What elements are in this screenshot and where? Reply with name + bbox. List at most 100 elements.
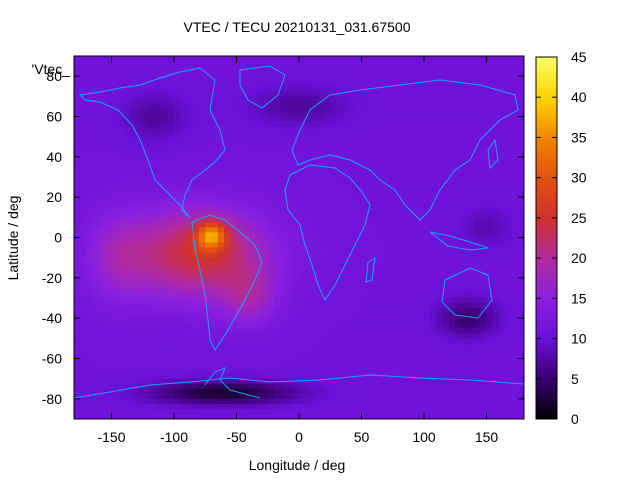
heat-cell — [374, 227, 381, 234]
heat-cell — [99, 373, 106, 380]
heat-cell — [430, 308, 438, 314]
heat-cell — [136, 368, 144, 375]
heat-cell — [405, 217, 413, 223]
heat-cell — [186, 207, 194, 213]
heat-cell — [155, 303, 163, 309]
heat-cell — [305, 116, 313, 123]
heat-cell — [86, 227, 94, 234]
heat-cell — [505, 323, 513, 329]
heat-cell — [261, 328, 269, 334]
heat-cell — [455, 277, 463, 284]
heat-cell — [442, 267, 450, 274]
heat-cell — [405, 298, 413, 304]
heat-cell — [92, 267, 100, 274]
heat-cell — [167, 71, 175, 77]
heat-cell — [130, 373, 138, 380]
heat-cell — [449, 398, 456, 405]
heat-cell — [311, 166, 319, 173]
heat-cell — [86, 257, 94, 264]
heat-cell — [449, 222, 456, 229]
heat-cell — [99, 171, 106, 178]
heat-cell — [267, 192, 275, 198]
heat-cell — [136, 403, 144, 410]
heat-cell — [124, 292, 131, 299]
heat-cell — [455, 136, 463, 143]
heat-cell — [74, 212, 81, 218]
heat-cell — [442, 56, 450, 62]
heat-cell — [292, 298, 300, 304]
heat-cell — [480, 333, 488, 339]
heat-cell — [411, 333, 419, 339]
heat-cell — [174, 403, 181, 410]
heat-cell — [461, 333, 469, 339]
heat-cell — [311, 111, 319, 118]
heat-cell — [136, 141, 144, 148]
heat-cell — [261, 373, 269, 380]
heat-cell — [242, 171, 250, 178]
heat-cell — [211, 187, 219, 193]
heat-cell — [155, 136, 163, 143]
heat-cell — [130, 277, 138, 284]
heat-cell — [492, 182, 500, 188]
heat-cell — [349, 303, 356, 309]
heat-cell — [224, 86, 231, 92]
heat-cell — [136, 61, 144, 67]
heat-cell — [149, 323, 156, 329]
heat-cell — [161, 136, 169, 143]
heat-cell — [180, 358, 188, 365]
heat-cell — [405, 182, 413, 188]
heat-cell — [317, 116, 325, 123]
heat-cell — [324, 393, 331, 400]
heat-cell — [236, 182, 244, 188]
heat-cell — [336, 378, 344, 385]
heat-cell — [317, 136, 325, 143]
heat-cell — [292, 101, 300, 108]
heat-cell — [292, 86, 300, 92]
heat-cell — [142, 277, 150, 284]
heat-cell — [249, 156, 256, 163]
heat-cell — [92, 323, 100, 329]
heat-cell — [480, 388, 488, 395]
heat-cell — [424, 252, 431, 259]
heat-cell — [242, 126, 250, 133]
heat-cell — [424, 227, 431, 234]
heat-cell — [86, 287, 94, 294]
heat-cell — [392, 217, 400, 223]
heat-cell — [142, 232, 150, 239]
heat-cell — [442, 323, 450, 329]
heat-cell — [74, 71, 81, 77]
heat-cell — [374, 287, 381, 294]
heat-cell — [361, 81, 369, 87]
heat-cell — [174, 282, 181, 289]
heat-cell — [111, 141, 119, 148]
heat-cell — [436, 71, 444, 77]
heat-cell — [405, 197, 413, 203]
heat-cell — [467, 308, 475, 314]
heat-cell — [449, 267, 456, 274]
heat-cell — [467, 76, 475, 82]
heat-cell — [80, 81, 88, 87]
heat-cell — [467, 217, 475, 223]
heat-cell — [186, 61, 194, 67]
heat-cell — [111, 101, 119, 108]
heat-cell — [117, 76, 125, 82]
heat-cell — [280, 338, 288, 344]
heat-cell — [192, 71, 200, 77]
heat-cell — [186, 177, 194, 183]
heat-cell — [405, 247, 413, 254]
heat-cell — [499, 141, 506, 148]
heat-cell — [105, 66, 113, 72]
heat-cell — [74, 136, 81, 143]
heat-cell — [449, 212, 456, 218]
heat-cell — [280, 101, 288, 108]
heat-cell — [342, 313, 350, 319]
heat-cell — [192, 368, 200, 375]
heat-cell — [249, 101, 256, 108]
heat-cell — [205, 202, 213, 208]
heat-cell — [361, 298, 369, 304]
heat-cell — [205, 156, 213, 163]
heat-cell — [505, 56, 513, 62]
heat-cell — [92, 308, 100, 314]
heat-cell — [461, 303, 469, 309]
heat-cell — [474, 353, 481, 360]
